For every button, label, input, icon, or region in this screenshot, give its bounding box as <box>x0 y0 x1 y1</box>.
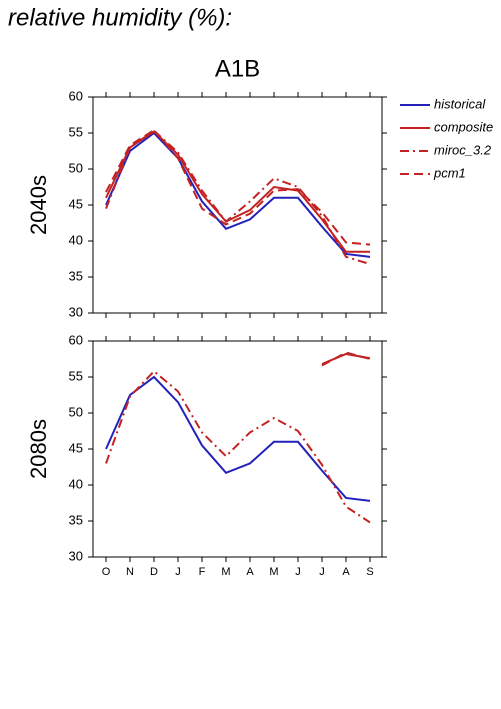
x-tick-label: M <box>221 566 230 578</box>
series-line <box>105 369 371 524</box>
x-tick-label: A <box>246 566 254 578</box>
y-axis-label: 2080s <box>26 419 51 479</box>
series-line <box>105 130 370 253</box>
legend-label: pcm1 <box>433 165 466 180</box>
chart-title: A1B <box>215 55 260 82</box>
x-tick-label: F <box>199 566 206 578</box>
x-tick-label: N <box>126 566 134 578</box>
y-tick-label: 45 <box>69 196 83 211</box>
legend-label: composite <box>434 119 493 134</box>
y-tick-label: 40 <box>69 232 83 247</box>
plot-frame <box>92 96 383 314</box>
legend-label: miroc_3.2 <box>434 142 492 157</box>
x-tick-label: O <box>102 566 111 578</box>
y-tick-label: 55 <box>69 124 83 139</box>
page-heading: relative humidity (%): <box>8 4 232 31</box>
y-tick-label: 60 <box>69 88 83 103</box>
y-tick-label: 30 <box>69 548 83 563</box>
y-tick-label: 35 <box>69 268 83 283</box>
x-tick-label: A <box>342 566 350 578</box>
y-tick-label: 60 <box>69 332 83 347</box>
plot-frame <box>92 340 383 558</box>
series-line <box>321 351 371 367</box>
y-tick-label: 50 <box>69 404 83 419</box>
y-tick-label: 55 <box>69 368 83 383</box>
y-tick-label: 45 <box>69 440 83 455</box>
y-tick-label: 30 <box>69 304 83 319</box>
legend-label: historical <box>434 96 486 111</box>
x-tick-label: J <box>319 566 325 578</box>
series-line <box>105 375 371 502</box>
x-tick-label: S <box>366 566 373 578</box>
series-line <box>105 128 371 246</box>
y-tick-label: 35 <box>69 512 83 527</box>
y-axis-label: 2040s <box>26 175 51 235</box>
x-tick-label: M <box>269 566 278 578</box>
series-line <box>105 129 371 265</box>
y-tick-label: 50 <box>69 160 83 175</box>
y-tick-label: 40 <box>69 476 83 491</box>
series-line <box>105 131 371 258</box>
x-tick-label: D <box>150 566 158 578</box>
x-tick-label: J <box>295 566 301 578</box>
x-tick-label: J <box>175 566 181 578</box>
